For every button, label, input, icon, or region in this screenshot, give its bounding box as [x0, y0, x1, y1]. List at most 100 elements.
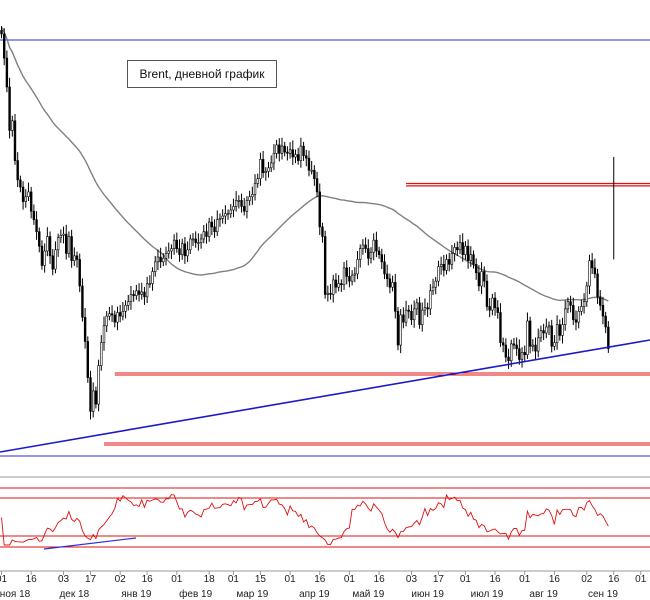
candle-body — [299, 145, 303, 161]
candle-body — [116, 312, 119, 323]
candle-body — [601, 304, 605, 317]
candle-body — [545, 326, 548, 334]
candle-body — [8, 86, 11, 131]
candle-body — [404, 309, 408, 323]
candle-body — [118, 312, 122, 317]
candle-body — [59, 235, 63, 239]
candle-body — [596, 273, 599, 298]
candle-body — [461, 242, 464, 255]
candle-body — [450, 253, 454, 265]
candle-body — [466, 245, 470, 261]
candle-body — [553, 342, 556, 347]
candle-body — [78, 259, 81, 287]
candle-body — [11, 120, 14, 131]
candle-body — [472, 254, 475, 265]
candle-body — [216, 219, 219, 233]
candle-body — [372, 239, 375, 253]
candle-body — [140, 291, 143, 295]
candle-body — [27, 191, 30, 198]
x-tick-label: 01 — [344, 574, 356, 585]
candle-body — [286, 151, 289, 154]
x-tick-label: 16 — [142, 574, 154, 585]
candle-body — [493, 297, 497, 308]
candle-body — [43, 250, 46, 266]
candle-body — [504, 344, 508, 358]
candle-body — [307, 157, 311, 171]
candle-body — [342, 267, 346, 286]
candle-body — [13, 120, 17, 161]
candle-body — [377, 250, 381, 255]
candle-body — [563, 308, 567, 325]
candle-body — [348, 276, 351, 282]
candle-body — [550, 325, 553, 347]
candle-body — [0, 30, 3, 35]
candle-body — [175, 239, 179, 249]
candle-body — [237, 200, 241, 202]
x-tick-label: 01 — [171, 574, 183, 585]
candle-body — [132, 294, 135, 296]
x-tick-label: 16 — [490, 574, 502, 585]
x-month-label: мар 19 — [236, 589, 268, 600]
candle-body — [531, 344, 535, 347]
candle-body — [108, 313, 111, 317]
candle-body — [129, 294, 133, 302]
candle-body — [2, 33, 6, 59]
candle-body — [137, 290, 141, 295]
candle-body — [572, 304, 575, 321]
candle-body — [604, 315, 607, 328]
x-month-label: фев 19 — [179, 588, 212, 600]
candle-body — [412, 308, 416, 321]
candle-body — [259, 159, 262, 179]
candle-body — [588, 260, 591, 287]
x-tick-label: 02 — [581, 574, 593, 585]
candle-body — [270, 162, 273, 169]
candle-body — [24, 196, 27, 202]
candle-body — [507, 356, 510, 362]
candle-body — [226, 213, 230, 215]
candle-body — [143, 291, 146, 298]
candle-body — [445, 259, 448, 271]
candle-body — [464, 245, 467, 255]
candle-body — [483, 271, 486, 282]
candle-body — [261, 159, 265, 173]
candle-body — [388, 278, 392, 288]
candle-body — [515, 344, 518, 349]
candle-body — [145, 283, 149, 298]
candle-body — [523, 352, 526, 356]
candle-body — [73, 255, 76, 261]
candle-body — [607, 326, 610, 349]
candle-body — [415, 302, 419, 310]
candle-body — [407, 309, 410, 312]
x-month-label: июл 19 — [471, 589, 504, 600]
candle-body — [213, 226, 216, 233]
x-tick-label: 01 — [519, 574, 531, 585]
candle-body — [520, 352, 524, 360]
candle-body — [154, 261, 157, 272]
candle-body — [477, 272, 481, 287]
candle-body — [453, 247, 456, 254]
candle-body — [410, 311, 413, 321]
candle-body — [16, 160, 19, 181]
candle-body — [272, 153, 276, 164]
candle-body — [113, 314, 116, 323]
candle-body — [458, 242, 462, 251]
candle-body — [364, 244, 367, 249]
candle-body — [340, 283, 343, 286]
candle-body — [385, 273, 389, 280]
x-tick-label: 01 — [285, 574, 297, 585]
x-month-label: сен 19 — [588, 589, 618, 600]
candle-body — [62, 233, 65, 236]
candle-body — [528, 320, 532, 347]
candle-body — [456, 247, 459, 251]
candle-body — [399, 314, 402, 346]
candle-body — [296, 154, 300, 161]
candle-body — [542, 330, 545, 334]
candle-body — [518, 348, 521, 360]
candle-body — [394, 282, 397, 312]
candle-body — [375, 239, 378, 252]
x-tick-label: 16 — [26, 574, 38, 585]
x-tick-label: 02 — [115, 574, 127, 585]
candle-body — [127, 301, 130, 306]
